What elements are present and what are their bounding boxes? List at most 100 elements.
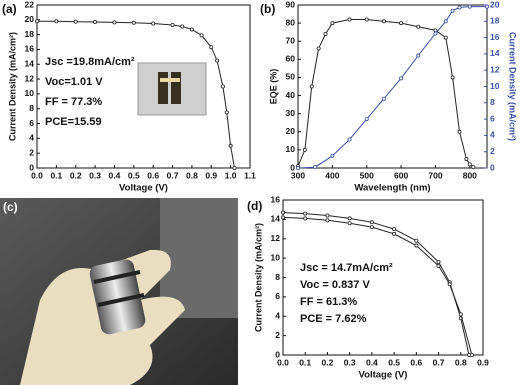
y-tick-label: 4 — [275, 311, 280, 321]
series-marker — [131, 20, 136, 25]
series-marker — [467, 162, 472, 167]
y-tick-label: 70 — [286, 35, 296, 45]
series-marker — [433, 31, 438, 36]
series-marker — [399, 21, 404, 26]
y2-tick-label: 20 — [490, 0, 500, 9]
series-marker — [54, 19, 59, 24]
y-tick-label: 8 — [29, 103, 34, 113]
y-tick-label: 90 — [286, 0, 296, 9]
y-tick-label: 4 — [29, 133, 34, 143]
series-marker — [443, 19, 448, 24]
x-tick-label: 500 — [360, 170, 374, 180]
y2-tick-label: 12 — [490, 64, 500, 74]
y-tick-label: 0 — [29, 162, 34, 172]
annotation: Voc = 0.837 V — [300, 279, 370, 291]
x-tick-label: 400 — [325, 170, 339, 180]
y-tick-label: 22 — [25, 0, 35, 9]
series-marker — [458, 312, 463, 317]
y-tick-label: 14 — [271, 214, 281, 224]
series-marker — [464, 156, 469, 161]
inset-device — [160, 78, 180, 82]
series-marker — [414, 243, 419, 248]
series-marker — [443, 35, 448, 40]
x-tick-label: 0.1 — [299, 357, 311, 367]
series-marker — [93, 20, 98, 25]
x-tick-label: 0.0 — [277, 357, 289, 367]
y-tick-label: 50 — [286, 72, 296, 82]
annotation: FF = 61.3% — [300, 296, 357, 308]
panel-label: (c) — [3, 200, 18, 214]
series-marker — [303, 216, 308, 221]
series-marker — [364, 17, 369, 22]
series-marker — [228, 143, 233, 148]
series-marker — [309, 84, 314, 89]
series-marker — [180, 24, 185, 29]
x-tick-label: 0.8 — [186, 170, 198, 180]
series-marker — [151, 21, 156, 26]
y-tick-label: 20 — [25, 14, 35, 24]
x-axis-title: Voltage (V) — [119, 183, 168, 194]
y-tick-label: 8 — [275, 272, 280, 282]
x-tick-label: 0.0 — [31, 170, 43, 180]
y-tick-label: 6 — [275, 291, 280, 301]
series-marker — [416, 24, 421, 29]
series-marker — [347, 17, 352, 22]
x-axis-title: Wavelength (nm) — [354, 183, 430, 194]
series-marker — [316, 46, 321, 51]
x-tick-label: 0.4 — [366, 357, 378, 367]
x-tick-label: 0.5 — [128, 170, 140, 180]
series-marker — [280, 210, 285, 215]
x-tick-label: 0.5 — [388, 357, 400, 367]
series-marker — [280, 215, 285, 220]
series-marker — [469, 352, 474, 357]
series-marker — [112, 20, 117, 25]
y-tick-label: 80 — [286, 17, 296, 27]
x-tick-label: 800 — [463, 170, 477, 180]
series-marker — [73, 19, 78, 24]
series-marker — [450, 75, 455, 80]
cell-band — [97, 293, 145, 307]
x-tick-label: 0.9 — [477, 357, 489, 367]
series-marker — [447, 282, 452, 287]
cell-band — [93, 270, 141, 284]
series-marker — [224, 110, 229, 115]
series-marker — [392, 231, 397, 236]
series-marker — [484, 4, 489, 9]
y-tick-label: 20 — [286, 126, 296, 136]
annotation: PCE=15.59 — [45, 116, 102, 128]
series-marker — [436, 263, 441, 268]
series-marker — [220, 84, 225, 89]
x-tick-label: 0.6 — [147, 170, 159, 180]
y2-tick-label: 14 — [490, 48, 500, 58]
y-tick-label: 16 — [271, 194, 281, 204]
series-marker — [364, 117, 369, 122]
series-marker — [457, 5, 462, 10]
series-marker — [416, 53, 421, 58]
series-marker — [399, 76, 404, 81]
y-tick-label: 0 — [275, 349, 280, 359]
annotation: FF = 77.3% — [45, 96, 102, 108]
y-tick-label: 10 — [271, 252, 281, 262]
x-tick-label: 0.6 — [410, 357, 422, 367]
series-marker — [313, 165, 318, 170]
x-tick-label: 0.2 — [322, 357, 334, 367]
annotation: Jsc =19.8mA/cm² — [45, 56, 135, 68]
y-tick-label: 16 — [25, 44, 35, 54]
inset-device — [171, 72, 181, 104]
annotation: PCE = 7.62% — [300, 313, 367, 325]
y2-axis-title: Current Density (mA/cm²) — [508, 32, 518, 141]
y2-tick-label: 8 — [490, 97, 495, 107]
series-marker — [209, 45, 214, 50]
series-marker — [436, 259, 441, 264]
series-marker — [302, 147, 307, 152]
x-tick-label: 0.1 — [50, 170, 62, 180]
series-marker — [35, 19, 40, 24]
y-tick-label: 6 — [29, 118, 34, 128]
series-marker — [392, 227, 397, 232]
series-marker — [330, 21, 335, 26]
series-marker — [369, 225, 374, 230]
y-tick-label: 18 — [25, 29, 35, 39]
series-marker — [347, 137, 352, 142]
series-marker — [325, 213, 330, 218]
